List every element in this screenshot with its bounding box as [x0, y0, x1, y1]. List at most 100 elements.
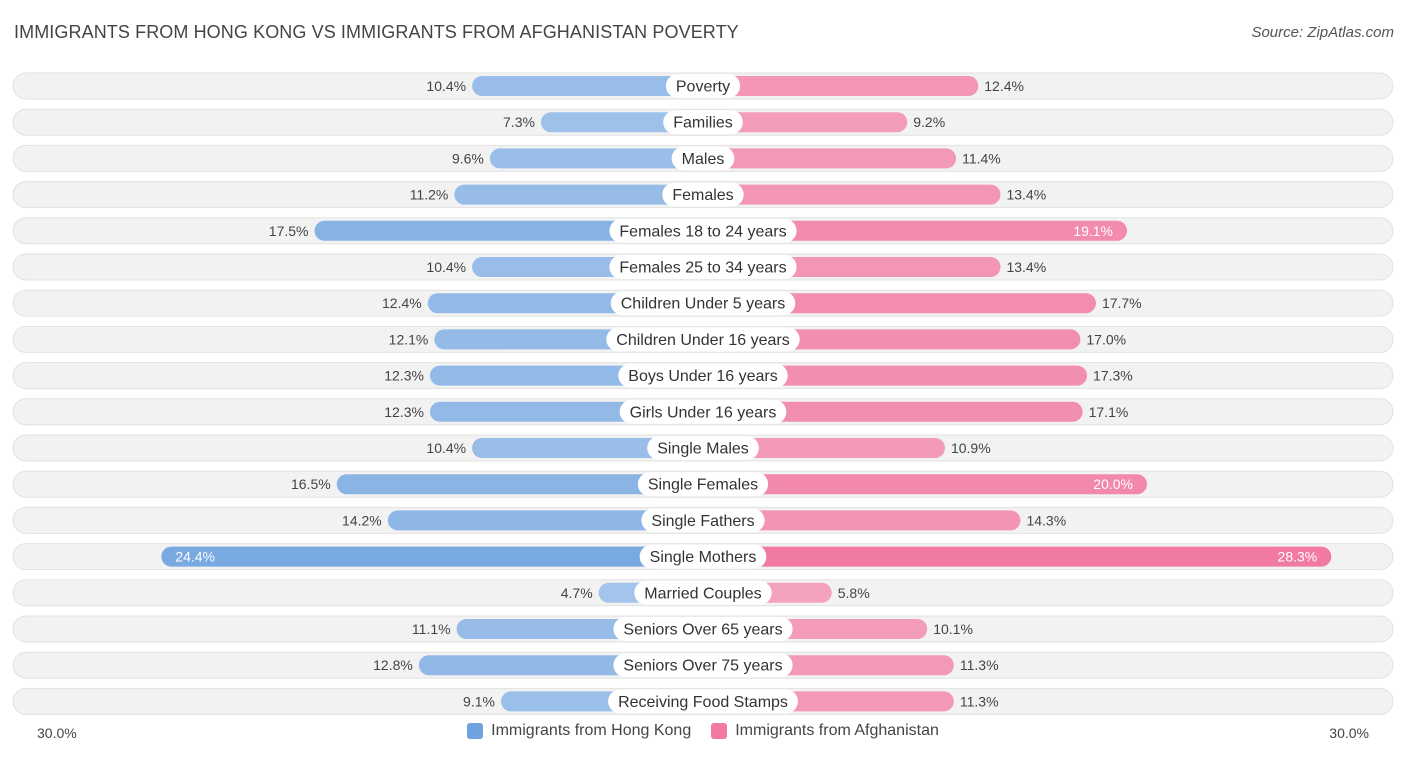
bar-hong-kong[interactable]: [472, 76, 713, 96]
row-children-under-5-years: Children Under 5 years 12.4% 17.7%: [12, 289, 1394, 317]
bar-afghanistan[interactable]: [693, 76, 979, 96]
row-single-fathers: Single Fathers 14.2% 14.3%: [12, 506, 1394, 534]
value-label-afghanistan: 17.1%: [1089, 404, 1129, 420]
category-label: Single Fathers: [651, 513, 754, 530]
category-label: Females: [672, 187, 733, 204]
category-pill: [610, 291, 796, 316]
value-label-hong-kong: 4.7%: [561, 585, 593, 601]
legend-swatch-afghanistan: [711, 723, 728, 739]
legend-label-hong-kong: Immigrants from Hong Kong: [491, 722, 692, 739]
bar-afghanistan[interactable]: [693, 401, 1083, 422]
value-label-afghanistan: 11.3%: [960, 657, 999, 673]
source-note: Source: ZipAtlas.com: [1251, 24, 1394, 41]
row-families: Families 7.3% 9.2%: [12, 108, 1394, 136]
row-females-18-to-24-years: Females 18 to 24 years 17.5% 19.1%: [12, 217, 1394, 245]
category-label: Single Mothers: [650, 549, 757, 566]
category-pill: [634, 580, 772, 605]
row-males: Males 9.6% 11.4%: [12, 144, 1394, 172]
category-label: Seniors Over 75 years: [623, 658, 782, 675]
category-pill: [619, 399, 787, 424]
category-pill: [618, 363, 788, 388]
category-pill: [647, 436, 759, 460]
category-label: Males: [682, 151, 725, 168]
bar-afghanistan[interactable]: [693, 112, 908, 133]
category-label: Girls Under 16 years: [630, 404, 777, 421]
category-pill: [606, 327, 800, 352]
category-label: Single Males: [657, 441, 749, 458]
chart-title: IMMIGRANTS FROM HONG KONG VS IMMIGRANTS …: [14, 22, 739, 42]
category-label: Seniors Over 65 years: [623, 622, 782, 639]
value-label-afghanistan: 12.4%: [984, 78, 1024, 94]
row-poverty: Poverty 10.4% 12.4%: [12, 72, 1394, 100]
category-label: Females 18 to 24 years: [619, 223, 786, 240]
row-girls-under-16-years: Girls Under 16 years 12.3% 17.1%: [12, 398, 1394, 426]
row-children-under-16-years: Children Under 16 years 12.1% 17.0%: [12, 325, 1394, 353]
chart-area: Poverty 10.4% 12.4% Families 7.3% 9.2% Males 9.…: [12, 72, 1394, 715]
value-label-hong-kong: 12.3%: [384, 404, 424, 420]
value-label-hong-kong: 9.1%: [463, 693, 495, 709]
category-label: Females 25 to 34 years: [619, 260, 786, 277]
value-label-hong-kong: 16.5%: [291, 476, 331, 492]
value-label-hong-kong: 17.5%: [269, 223, 309, 239]
category-pill: [641, 508, 765, 533]
legend: Immigrants from Hong Kong Immigrants fro…: [0, 722, 1406, 740]
bar-afghanistan[interactable]: [693, 220, 1128, 241]
row-single-mothers: Single Mothers 24.4% 28.3%: [12, 543, 1394, 571]
value-label-hong-kong: 24.4%: [175, 549, 215, 565]
bar-hong-kong[interactable]: [336, 474, 713, 495]
value-label-hong-kong: 11.1%: [412, 621, 451, 637]
value-label-hong-kong: 10.4%: [426, 78, 466, 94]
category-pill: [663, 110, 743, 135]
bar-afghanistan[interactable]: [693, 365, 1088, 386]
row-single-males: Single Males 10.4% 10.9%: [12, 434, 1394, 462]
row-seniors-over-65-years: Seniors Over 65 years 11.1% 10.1%: [12, 615, 1394, 643]
value-label-afghanistan: 5.8%: [838, 585, 870, 601]
category-pill: [613, 653, 793, 678]
value-label-hong-kong: 12.1%: [389, 331, 429, 347]
category-pill: [662, 182, 744, 207]
bar-hong-kong[interactable]: [489, 148, 713, 169]
bar-afghanistan[interactable]: [693, 148, 957, 169]
legend-item-afghanistan[interactable]: Immigrants from Afghanistan: [711, 722, 939, 740]
category-label: Families: [673, 115, 733, 132]
value-label-afghanistan: 14.3%: [1026, 512, 1066, 528]
bar-hong-kong[interactable]: [387, 510, 713, 531]
value-label-afghanistan: 17.7%: [1102, 295, 1142, 311]
value-label-afghanistan: 20.0%: [1093, 476, 1133, 492]
bar-afghanistan[interactable]: [693, 474, 1147, 495]
bar-hong-kong[interactable]: [454, 184, 713, 205]
value-label-hong-kong: 9.6%: [452, 150, 484, 166]
row-boys-under-16-years: Boys Under 16 years 12.3% 17.3%: [12, 362, 1394, 390]
category-pill: [665, 74, 741, 98]
bar-afghanistan[interactable]: [693, 546, 1332, 567]
value-label-afghanistan: 11.4%: [962, 150, 1001, 166]
value-label-afghanistan: 17.0%: [1086, 331, 1126, 347]
row-females: Females 11.2% 13.4%: [12, 181, 1394, 209]
legend-item-hong-kong[interactable]: Immigrants from Hong Kong: [467, 722, 691, 740]
value-label-hong-kong: 10.4%: [426, 440, 466, 456]
category-pill: [609, 255, 797, 279]
row-married-couples: Married Couples 4.7% 5.8%: [12, 579, 1394, 607]
bar-afghanistan[interactable]: [693, 510, 1021, 531]
legend-swatch-hong-kong: [467, 723, 484, 739]
legend-label-afghanistan: Immigrants from Afghanistan: [735, 722, 939, 739]
axis-right-label: 30.0%: [1329, 725, 1369, 741]
value-label-afghanistan: 28.3%: [1278, 549, 1318, 565]
category-pill: [608, 689, 798, 714]
value-label-hong-kong: 12.3%: [384, 368, 424, 384]
value-label-afghanistan: 9.2%: [913, 114, 945, 130]
value-label-hong-kong: 14.2%: [342, 512, 382, 528]
value-label-afghanistan: 17.3%: [1093, 368, 1133, 384]
category-pill: [671, 146, 735, 171]
category-label: Single Females: [648, 477, 758, 494]
value-label-hong-kong: 10.4%: [426, 259, 466, 275]
category-pill: [613, 617, 793, 641]
category-label: Boys Under 16 years: [628, 368, 777, 385]
row-receiving-food-stamps: Receiving Food Stamps 9.1% 11.3%: [12, 687, 1394, 715]
row-females-25-to-34-years: Females 25 to 34 years 10.4% 13.4%: [12, 253, 1394, 281]
bar-afghanistan[interactable]: [693, 184, 1001, 205]
value-label-afghanistan: 10.9%: [951, 440, 991, 456]
bar-hong-kong[interactable]: [161, 546, 713, 567]
value-label-afghanistan: 19.1%: [1073, 223, 1113, 239]
value-label-afghanistan: 13.4%: [1006, 187, 1046, 203]
